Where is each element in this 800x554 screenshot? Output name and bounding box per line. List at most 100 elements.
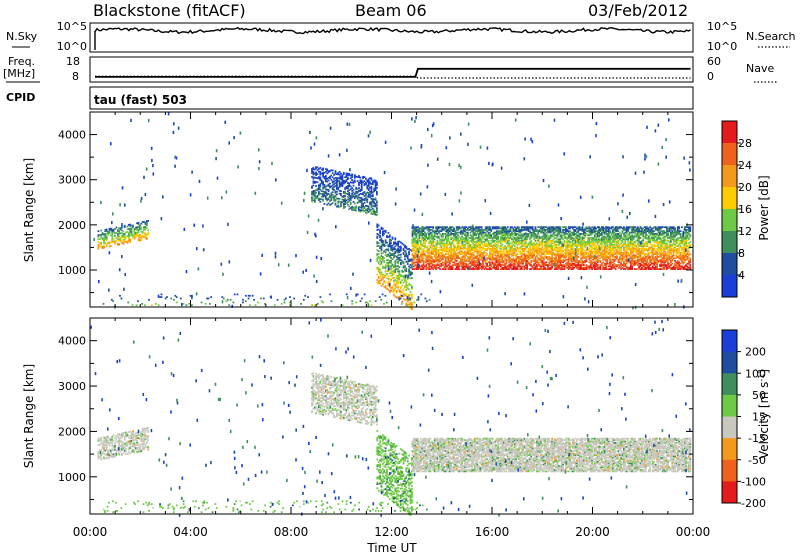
heat-cell (402, 274, 405, 277)
heat-cell (534, 235, 537, 238)
heat-cell (516, 261, 519, 264)
heat-cell (628, 231, 631, 234)
heat-cell (437, 231, 440, 234)
heat-cell (324, 179, 327, 181)
heat-cell (578, 266, 581, 269)
heat-cell (454, 234, 457, 237)
heat-cell (628, 257, 631, 260)
heat-cell (520, 245, 523, 247)
heat-cell (623, 268, 625, 270)
heat-cell (612, 246, 614, 249)
heat-cell (435, 257, 437, 260)
heat-cell (484, 239, 487, 242)
heat-cell (629, 242, 632, 245)
heat-cell (369, 196, 371, 199)
heat-cell (594, 252, 596, 254)
heat-cell (387, 259, 390, 261)
heat-cell (534, 265, 537, 268)
heat-cell (331, 191, 334, 194)
heat-cell (530, 260, 533, 262)
heat-cell (607, 265, 610, 268)
heat-cell (487, 242, 490, 245)
heat-cell (583, 229, 585, 231)
heat-cell (566, 254, 569, 257)
heat-cell (629, 266, 632, 269)
heat-cell (587, 252, 589, 254)
heat-cell (501, 239, 504, 242)
heat-cell (577, 235, 580, 238)
heat-cell (439, 257, 441, 260)
heat-cell (466, 246, 469, 249)
heat-cell (144, 234, 147, 236)
heat-cell (360, 200, 363, 202)
heat-cell (602, 261, 605, 264)
heat-cell (490, 239, 493, 242)
heat-cell (482, 254, 484, 257)
heat-cell (567, 268, 570, 270)
heat-cell (472, 268, 475, 270)
heat-cell (559, 253, 562, 256)
heat-cell (322, 198, 324, 201)
heat-cell (405, 304, 408, 306)
heat-cell (402, 265, 405, 268)
heat-cell (484, 238, 487, 241)
heat-cell (602, 229, 605, 231)
heat-cell (448, 229, 451, 231)
heat-cell (589, 230, 592, 233)
heat-cell (477, 249, 480, 252)
heat-cell (605, 242, 607, 245)
heat-cell (495, 233, 498, 235)
heat-cell (529, 242, 531, 245)
heat-cell (404, 255, 406, 258)
heat-cell (402, 261, 405, 264)
heat-cell (447, 261, 450, 264)
heat-cell (358, 176, 360, 179)
heat-cell (461, 226, 464, 229)
heat-cell (540, 258, 542, 261)
heat-cell (455, 237, 458, 239)
heat-cell (505, 261, 508, 264)
heat-cell (476, 258, 479, 261)
heat-cell (461, 235, 464, 238)
heat-cell (501, 234, 504, 237)
heat-cell (443, 247, 446, 250)
heat-cell (458, 227, 461, 230)
heat-cell (336, 178, 338, 181)
heat-cell (421, 245, 424, 247)
heat-cell (429, 258, 432, 261)
heat-cell (100, 229, 103, 232)
heat-cell (402, 266, 405, 269)
heat-cell (462, 230, 465, 233)
heat-cell (388, 268, 391, 271)
heat-cell (602, 268, 605, 270)
heat-cell (112, 231, 115, 233)
heat-cell (538, 268, 541, 270)
heat-cell (356, 196, 359, 199)
heat-cell (589, 256, 592, 258)
heat-cell (595, 262, 598, 265)
heat-cell (393, 276, 395, 279)
heat-cell (583, 253, 585, 256)
heat-cell (567, 262, 570, 265)
heat-cell (404, 286, 406, 289)
heat-cell (461, 245, 464, 247)
heat-cell (118, 230, 121, 232)
heat-cell (603, 252, 606, 254)
heat-cell (430, 250, 433, 253)
heat-cell (538, 254, 541, 257)
heat-cell (469, 254, 472, 257)
heat-cell (444, 247, 447, 250)
heat-cell (475, 234, 477, 237)
heat-cell (359, 182, 362, 184)
heat-cell (567, 241, 570, 243)
heat-cell (480, 234, 483, 237)
heat-cell (366, 210, 369, 213)
heat-cell (383, 250, 386, 253)
heat-cell (384, 251, 387, 254)
heat-cell (482, 231, 484, 234)
heat-cell (529, 237, 531, 239)
frequency-line (95, 67, 691, 78)
heat-cell (319, 186, 322, 188)
heat-cell (469, 265, 472, 268)
heat-cell (334, 200, 337, 202)
